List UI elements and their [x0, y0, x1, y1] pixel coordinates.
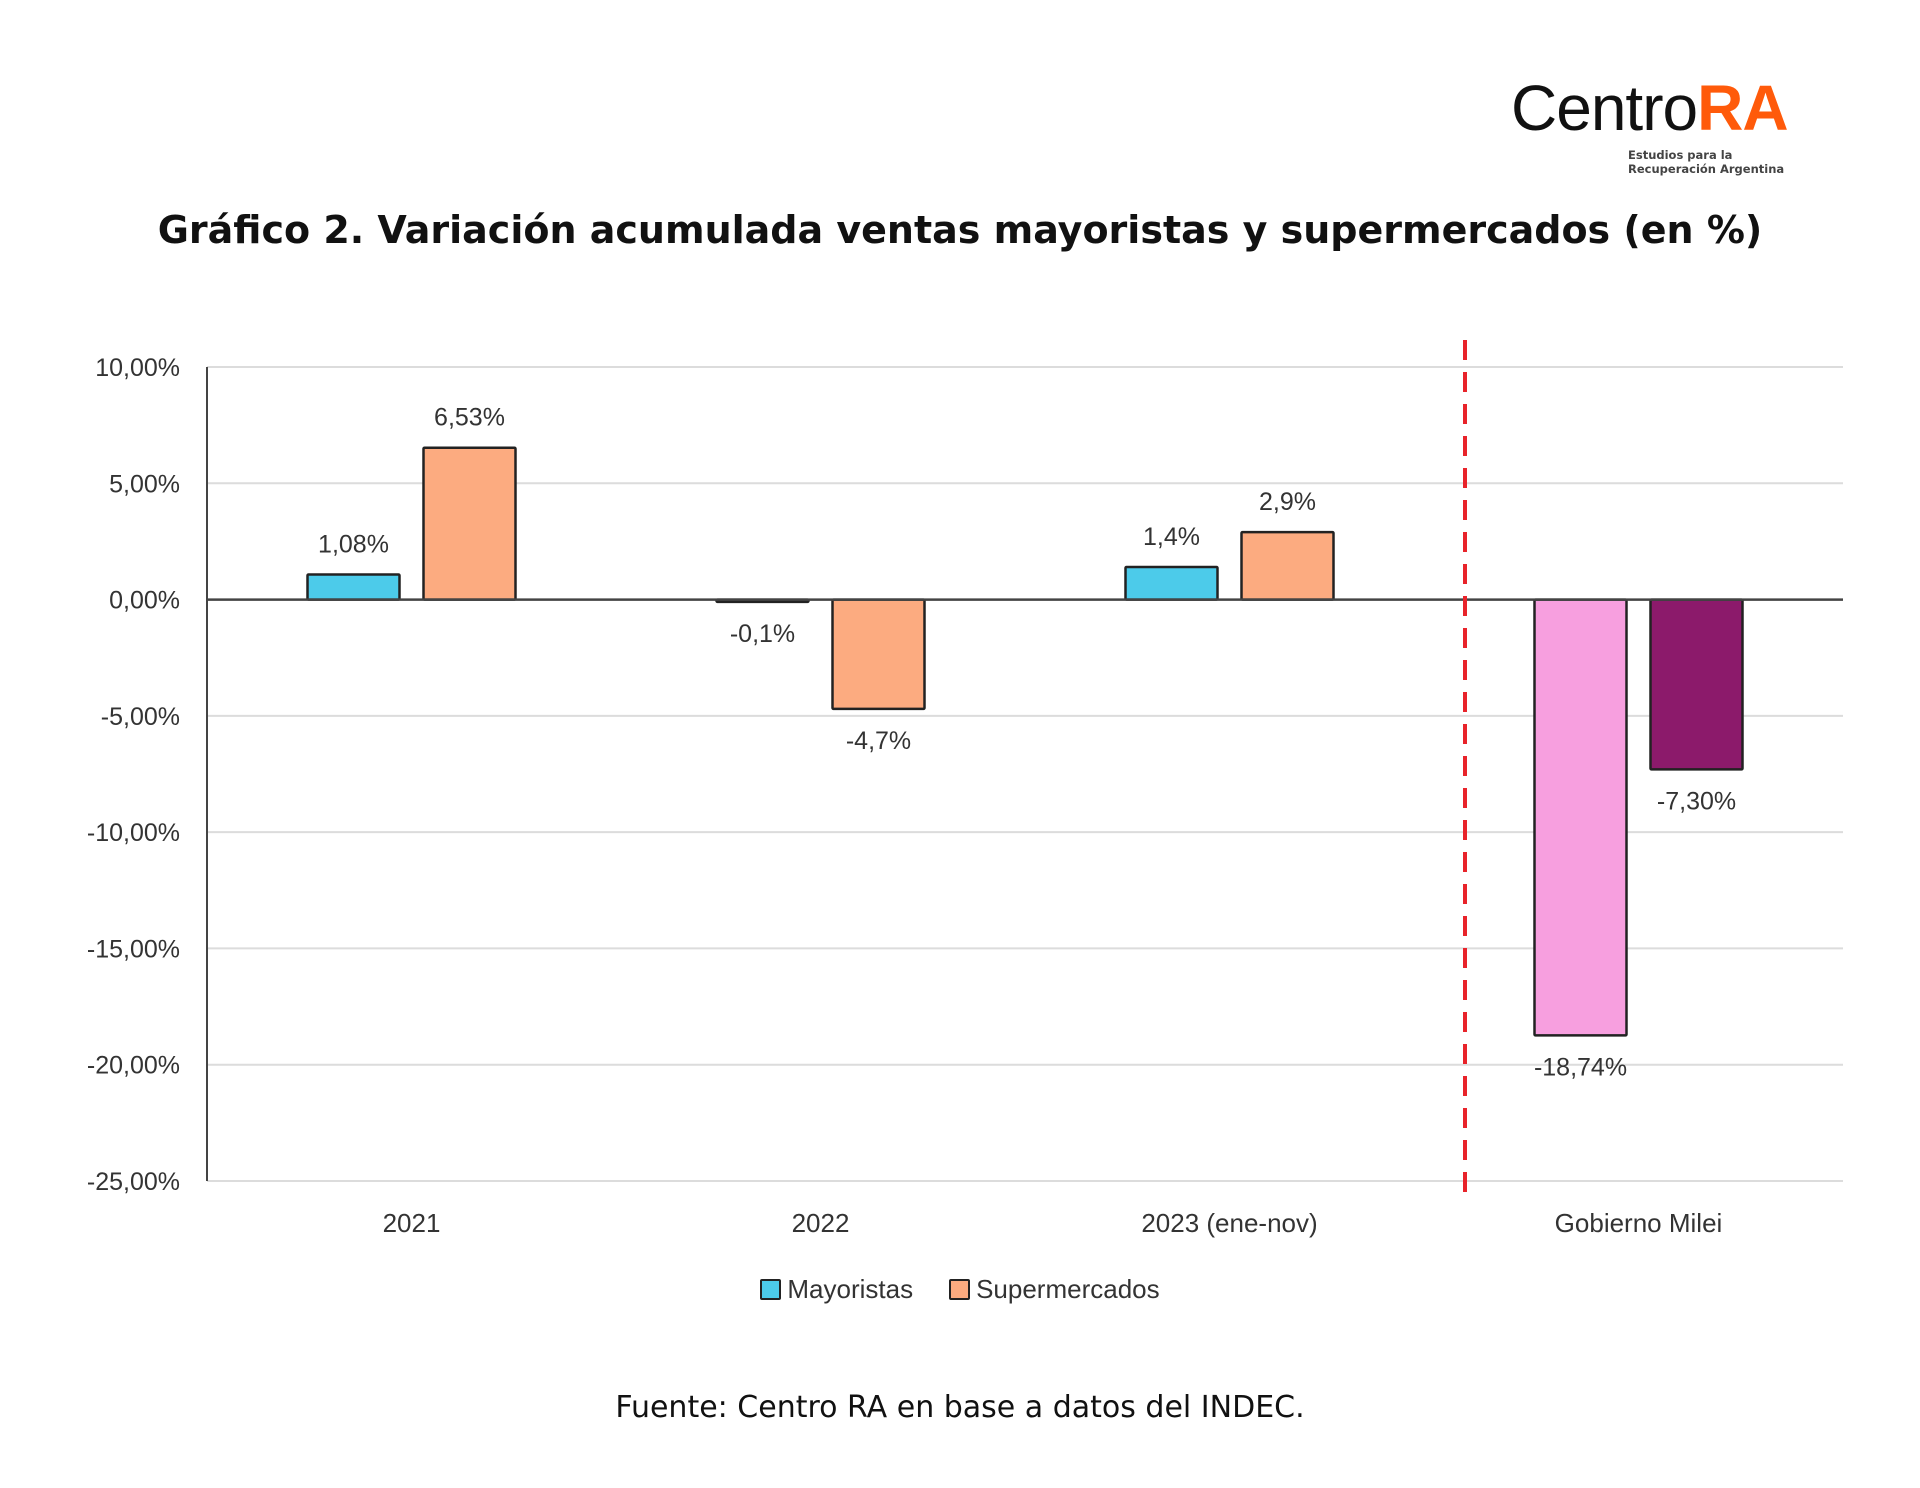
y-tick-label: -5,00% — [101, 703, 180, 731]
legend-label: Supermercados — [976, 1274, 1160, 1304]
x-tick-label: 2022 — [792, 1208, 850, 1238]
centro-ra-logo: CentroRA Estudios para la Recuperación Ar… — [1505, 72, 1815, 184]
x-tick-label: 2023 (ene-nov) — [1141, 1208, 1317, 1238]
logo-tagline-1: Estudios para la — [1628, 148, 1733, 162]
bar-supermercados — [831, 598, 926, 711]
legend-swatch — [949, 1279, 971, 1300]
logo-tagline: Estudios para la Recuperación Argentina — [1628, 148, 1784, 176]
legend-label: Mayoristas — [787, 1274, 914, 1304]
y-tick-label: 5,00% — [109, 470, 180, 498]
bar-supermercados — [422, 446, 517, 601]
data-label: -0,1% — [730, 620, 795, 648]
bar-mayoristas — [1124, 565, 1219, 601]
bar-supermercados — [1240, 530, 1335, 601]
chart-title: Gráfico 2. Variación acumulada ventas ma… — [157, 208, 1763, 252]
y-tick-label: -10,00% — [87, 819, 180, 847]
data-label: 2,9% — [1259, 488, 1316, 516]
bar-supermercados — [1649, 598, 1744, 771]
legend-item-mayoristas: Mayoristas — [760, 1274, 913, 1305]
legend-item-supermercados: Supermercados — [949, 1274, 1160, 1305]
y-tick-label: -25,00% — [87, 1168, 180, 1196]
bar-mayoristas — [306, 573, 401, 601]
data-label: 6,53% — [434, 404, 505, 432]
y-tick-label: -15,00% — [87, 935, 180, 963]
legend-swatch — [760, 1279, 782, 1300]
y-tick-label: 10,00% — [95, 354, 180, 382]
y-tick-label: -20,00% — [87, 1052, 180, 1080]
y-tick-label: 0,00% — [109, 587, 180, 615]
source-note: Fuente: Centro RA en base a datos del IN… — [615, 1390, 1305, 1425]
data-label: -4,7% — [846, 727, 911, 755]
data-label: -7,30% — [1657, 787, 1736, 815]
data-label: 1,08% — [318, 530, 389, 558]
x-tick-label: Gobierno Milei — [1555, 1208, 1723, 1238]
logo-tagline-2: Recuperación Argentina — [1628, 162, 1785, 176]
data-label: 1,4% — [1143, 523, 1200, 551]
logo-accent: RA — [1697, 72, 1788, 144]
legend: Mayoristas Supermercados — [0, 1274, 1920, 1305]
data-label: -18,74% — [1534, 1053, 1627, 1081]
bar-mayoristas — [1533, 598, 1628, 1037]
logo-text: Centro — [1511, 72, 1698, 144]
x-tick-label: 2021 — [383, 1208, 441, 1238]
